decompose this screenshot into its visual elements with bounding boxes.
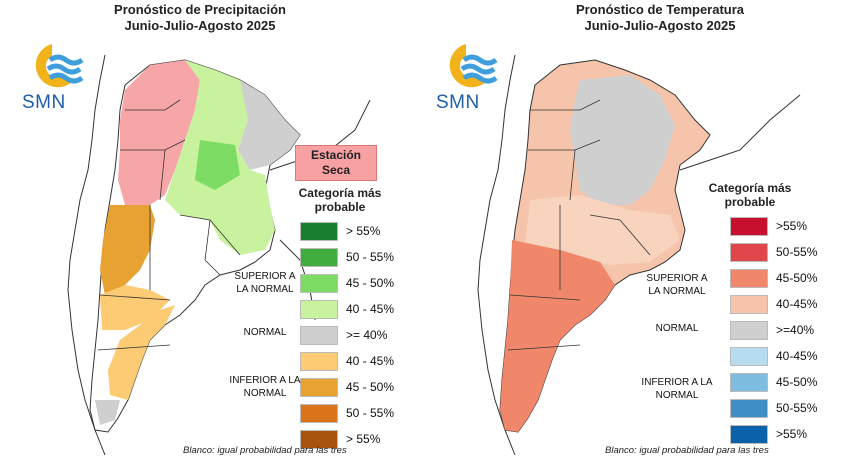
temp-legend-swatch: [730, 347, 768, 366]
temperature-title-line2: Junio-Julio-Agosto 2025: [584, 18, 736, 33]
temp-legend-label: >55%: [776, 427, 808, 441]
temp-legend-swatch: [730, 269, 768, 288]
precip-legend-head: Categoría más probable: [298, 186, 382, 214]
precip-legend-swatch: [300, 248, 338, 267]
precip-legend-swatch: [300, 378, 338, 397]
temperature-panel: Pronóstico de Temperatura Junio-Julio-Ag…: [430, 0, 860, 461]
temp-legend-swatch: [730, 425, 768, 444]
temp-legend-label: 50-55%: [776, 245, 818, 259]
temp-note: Blanco: igual probabilidad para las tres: [605, 445, 769, 456]
temp-legend-label: 50-55%: [776, 401, 818, 415]
precip-legend-swatch: [300, 274, 338, 293]
precip-legend-label: > 55%: [346, 432, 381, 446]
precip-legend-swatch: [300, 300, 338, 319]
precipitation-panel: Pronóstico de Precipitación Junio-Julio-…: [0, 2, 400, 456]
precip-legend-label: > 55%: [346, 224, 381, 238]
temp-legend-swatch: [730, 321, 768, 340]
temp-legend-label: 45-50%: [776, 271, 818, 285]
precip-legend-label: 45 - 50%: [346, 380, 395, 394]
temp-legend-head: Categoría más probable: [708, 181, 792, 209]
temp-group-normal: NORMAL: [655, 323, 699, 334]
below-normal-region: [100, 205, 155, 295]
normal-region: [238, 80, 300, 170]
smn-logo: SMN: [436, 40, 498, 125]
precip-note: Blanco: igual probabilidad para las tres: [183, 445, 347, 456]
temp-group-inferior: INFERIOR A LA NORMAL: [641, 377, 713, 401]
temp-group-superior: SUPERIOR A LA NORMAL: [646, 273, 708, 297]
precip-legend-label: 40 - 45%: [346, 354, 395, 368]
smn-logo: SMN: [22, 40, 84, 125]
precip-legend-swatch: [300, 352, 338, 371]
precip-legend-swatch: [300, 326, 338, 345]
precip-legend-label: 45 - 50%: [346, 276, 395, 290]
precip-group-inferior: INFERIOR A LA NORMAL: [229, 375, 301, 399]
above-normal-region: [500, 240, 615, 432]
dry-season-region: [118, 60, 200, 205]
smn-logo-text: SMN: [22, 92, 66, 113]
temp-legend-swatch: [730, 295, 768, 314]
temp-legend-label: >=40%: [776, 323, 815, 337]
temp-legend-label: 40-45%: [776, 349, 818, 363]
precipitation-map: [67, 54, 371, 456]
temperature-title-line1: Pronóstico de Temperatura: [575, 2, 745, 17]
temp-legend-swatch: [730, 243, 768, 262]
precip-legend-label: 50 - 55%: [346, 406, 395, 420]
dry-season-label: Estación Seca: [295, 145, 377, 181]
precipitation-title: Pronóstico de Precipitación Junio-Julio-…: [0, 2, 400, 34]
smn-logo-icon: [449, 44, 498, 88]
normal-region: [570, 75, 675, 205]
precip-legend-swatch: [300, 430, 338, 449]
temp-legend-label: 45-50%: [776, 375, 818, 389]
precip-legend-label: >= 40%: [346, 328, 388, 342]
temp-legend-swatch: [730, 217, 768, 236]
precip-group-normal: NORMAL: [243, 327, 287, 338]
precip-legend-swatch: [300, 404, 338, 423]
temperature-map: [477, 54, 801, 456]
precipitation-title-line2: Junio-Julio-Agosto 2025: [124, 18, 276, 33]
precipitation-title-line1: Pronóstico de Precipitación: [114, 2, 286, 17]
temp-legend-swatch: [730, 399, 768, 418]
temp-legend-swatch: [730, 373, 768, 392]
temp-legend-label: >55%: [776, 219, 808, 233]
smn-logo-text: SMN: [436, 92, 480, 113]
precip-legend-swatch: [300, 222, 338, 241]
precip-legend-label: 40 - 45%: [346, 302, 395, 316]
precip-group-superior: SUPERIOR A LA NORMAL: [234, 271, 296, 295]
temperature-title: Pronóstico de Temperatura Junio-Julio-Ag…: [460, 2, 860, 34]
smn-logo-icon: [35, 44, 84, 88]
precip-legend-label: 50 - 55%: [346, 250, 395, 264]
temp-legend-label: 40-45%: [776, 297, 818, 311]
